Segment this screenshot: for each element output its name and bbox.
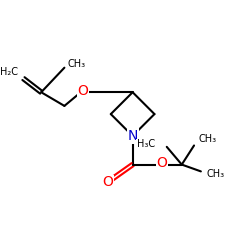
Text: N: N	[128, 129, 138, 143]
Text: O: O	[103, 175, 114, 189]
Text: CH₃: CH₃	[198, 134, 216, 144]
Text: H₃C: H₃C	[137, 139, 155, 149]
Text: O: O	[156, 156, 167, 170]
Text: O: O	[77, 84, 88, 98]
Text: H₂C: H₂C	[0, 67, 18, 77]
Text: CH₃: CH₃	[67, 60, 85, 70]
Text: CH₃: CH₃	[206, 169, 225, 179]
